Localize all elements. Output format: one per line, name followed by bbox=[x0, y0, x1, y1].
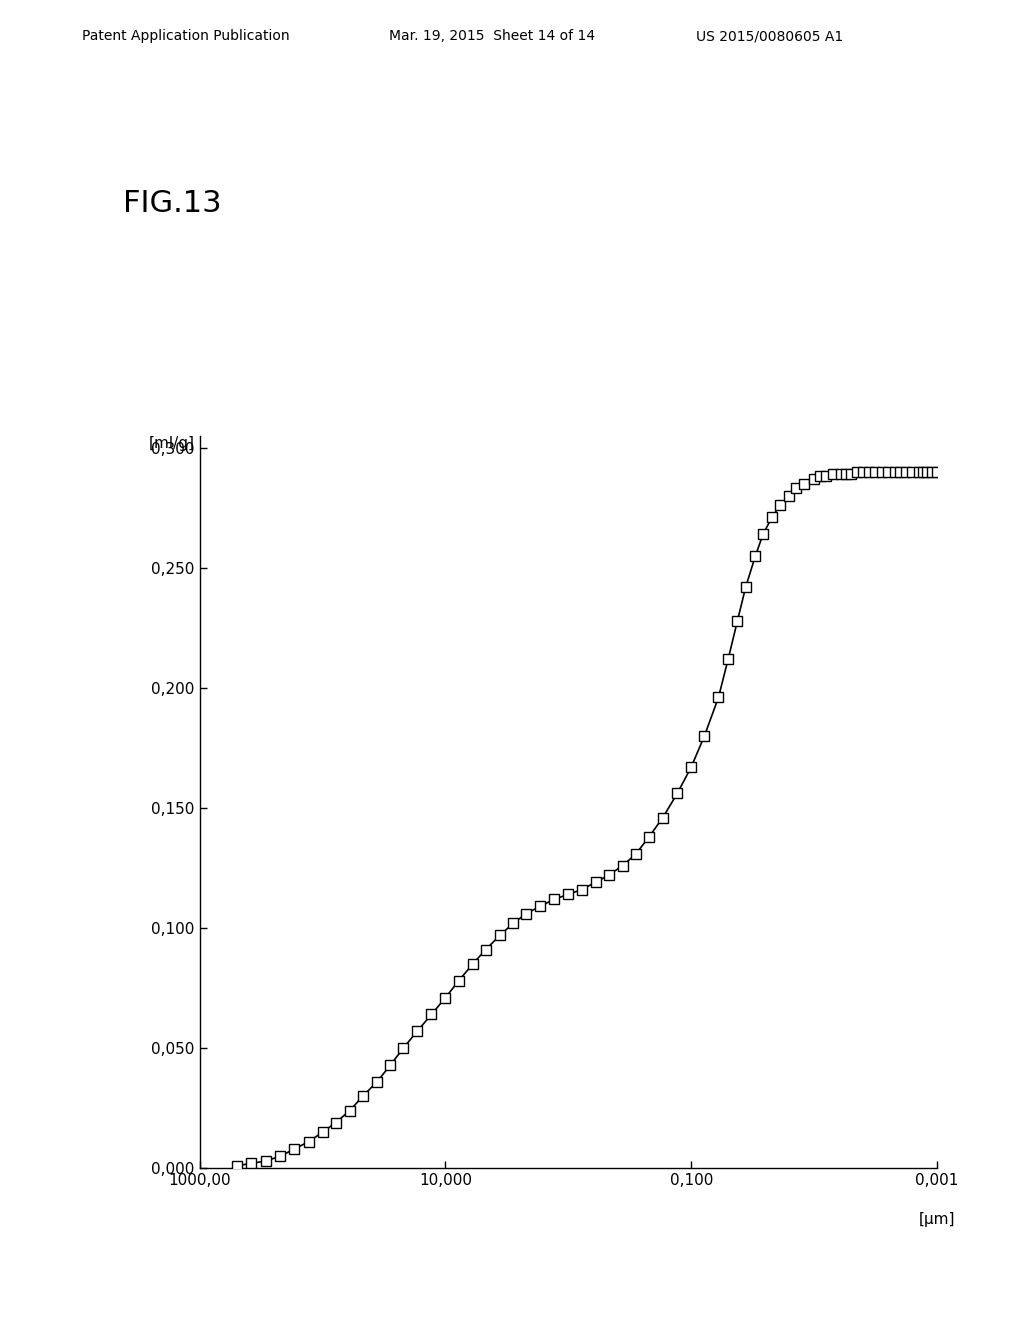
X-axis label: [μm]: [μm] bbox=[919, 1212, 955, 1228]
Text: Patent Application Publication: Patent Application Publication bbox=[82, 29, 290, 44]
Text: FIG.13: FIG.13 bbox=[123, 189, 221, 218]
Text: [ml/g]: [ml/g] bbox=[148, 436, 195, 450]
Text: US 2015/0080605 A1: US 2015/0080605 A1 bbox=[696, 29, 844, 44]
Text: Mar. 19, 2015  Sheet 14 of 14: Mar. 19, 2015 Sheet 14 of 14 bbox=[389, 29, 595, 44]
